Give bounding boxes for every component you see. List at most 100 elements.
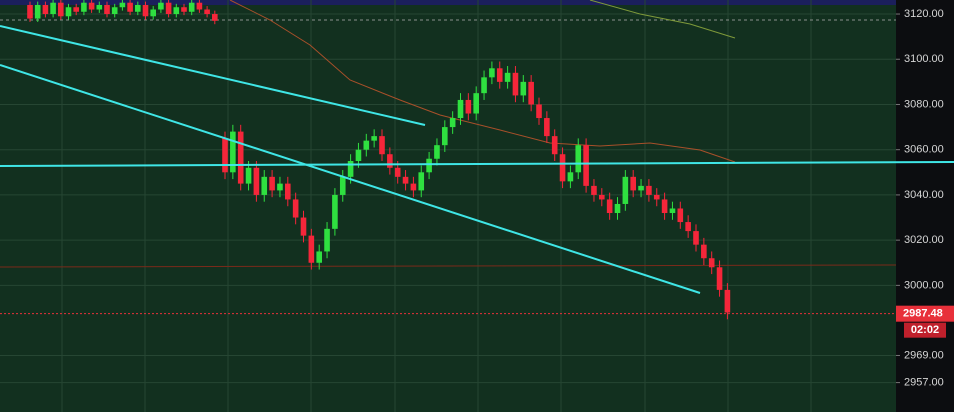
candle-body: [81, 2, 87, 12]
candle-body: [575, 145, 582, 173]
candle-body: [638, 185, 644, 191]
trendlines: [0, 25, 954, 294]
candle-body: [300, 217, 307, 236]
candle-body: [165, 2, 172, 15]
moving-average: [229, 0, 736, 163]
grid: [0, 13, 896, 384]
candle-body: [410, 183, 417, 191]
last-price-box: [896, 305, 954, 322]
candle-body: [119, 2, 126, 8]
candle-body: [324, 228, 330, 252]
candle-body: [559, 154, 566, 182]
candle-body: [332, 194, 338, 229]
y-tick-label: 3120.00: [904, 8, 944, 20]
candle-body: [150, 9, 156, 17]
candle-body: [127, 2, 133, 12]
candle-body: [188, 2, 195, 12]
y-tick-label: 3060.00: [904, 144, 944, 156]
candle-body: [614, 203, 621, 214]
y-tick-label: 2969.00: [904, 349, 944, 361]
candle-body: [355, 149, 362, 162]
candle-body: [473, 93, 479, 114]
candle-body: [58, 2, 64, 17]
candle-body: [418, 172, 425, 191]
candle-body: [65, 7, 72, 17]
countdown-label: 02:02: [911, 324, 939, 336]
candle-body: [544, 118, 550, 137]
candle-body: [196, 2, 203, 10]
candle-body: [646, 185, 652, 195]
candle-body: [158, 2, 164, 10]
y-tick-label: 3100.00: [904, 53, 944, 65]
candle-body: [434, 145, 440, 159]
candle-body: [653, 194, 660, 200]
vertical-grid: [61, 0, 812, 412]
moving-average-long: [589, 0, 736, 39]
candle-body: [489, 68, 495, 78]
top-band: [0, 0, 896, 5]
candle-body: [701, 244, 707, 259]
candle-body: [42, 4, 49, 15]
candle-body: [339, 176, 346, 195]
candle-body: [465, 99, 472, 114]
candle-body: [394, 167, 401, 177]
candle-body: [347, 161, 354, 177]
y-tick-label: 3020.00: [904, 234, 944, 246]
candle-body: [34, 4, 41, 19]
trendline: [0, 64, 701, 294]
candle-body: [591, 185, 597, 195]
candle-body: [73, 7, 79, 12]
candle-body: [212, 14, 218, 21]
price-axis: [896, 0, 954, 412]
candle-body: [363, 140, 370, 150]
y-tick-label: 3000.00: [904, 279, 944, 291]
candle-body: [379, 136, 385, 155]
candle-body: [599, 194, 605, 200]
candle-body: [27, 4, 33, 19]
candle-body: [135, 4, 141, 12]
candle-body: [277, 183, 283, 191]
candle-body: [96, 4, 103, 10]
candle-body: [204, 9, 210, 15]
plot-background: [0, 0, 896, 412]
candle-body: [245, 167, 252, 184]
y-tick-label: 3040.00: [904, 189, 944, 201]
candle-body: [181, 7, 187, 12]
candle-body: [630, 176, 636, 191]
candle-body: [142, 4, 149, 17]
candle-body: [426, 158, 432, 173]
candle-body: [669, 208, 676, 214]
overlays: [0, 0, 896, 268]
candle-body: [724, 289, 731, 313]
horizontal-line: [0, 161, 954, 167]
candle-body: [520, 81, 527, 96]
candle-body: [88, 2, 95, 10]
y-tick-label: 2957.00: [904, 377, 944, 389]
candle-body: [567, 172, 574, 182]
candle-body: [237, 131, 244, 184]
countdown-box: [904, 322, 946, 338]
y-tick-label: 3080.00: [904, 98, 944, 110]
candle-body: [387, 154, 393, 168]
candle-body: [442, 127, 448, 146]
candle-body: [583, 145, 589, 186]
candle-body: [253, 167, 260, 195]
candle-body: [693, 231, 699, 245]
candle-body: [504, 72, 511, 82]
candle-body: [481, 77, 487, 94]
candle-body: [622, 176, 629, 204]
candle-body: [104, 4, 110, 15]
axis-labels: 3120.00 3100.00 3080.00 3060.00 3040.00 3020.…: [896, 8, 944, 389]
candle-body: [261, 176, 268, 195]
candle-body: [528, 81, 534, 105]
candle-body: [708, 258, 715, 268]
trendline: [0, 25, 426, 126]
candle-body: [716, 267, 723, 290]
last-price-label: 2987.48: [903, 308, 943, 320]
candle-body: [371, 136, 377, 141]
candle-body: [402, 176, 409, 184]
candles: [27, 0, 731, 320]
candle-body: [292, 199, 299, 218]
candle-body: [316, 251, 322, 263]
